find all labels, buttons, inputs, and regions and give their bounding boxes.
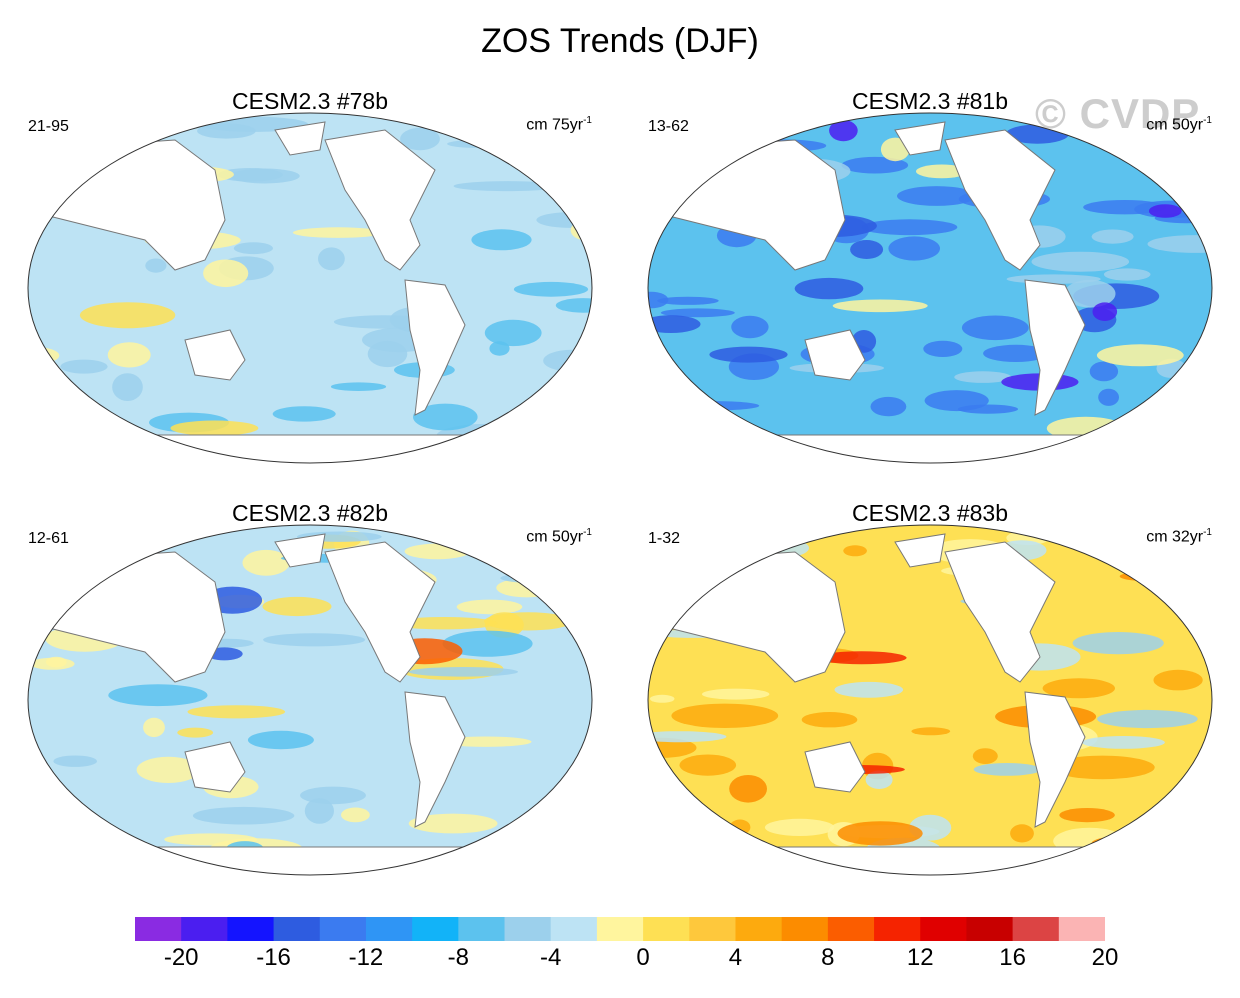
colorbar-tick-label: -16 xyxy=(256,944,291,971)
colorbar-swatch xyxy=(827,917,875,941)
watermark: © CVDP xyxy=(1035,90,1201,137)
colorbar-labels: -20 -16 -12 -8 -4 0 4 8 12 16 20 xyxy=(135,944,1119,974)
panel-units: cm 50yr-1 xyxy=(1146,115,1212,134)
panel-year-range: 13-62 xyxy=(648,118,689,135)
colorbar-tick-label: 12 xyxy=(906,944,934,971)
colorbar-tick-label: -4 xyxy=(540,944,562,971)
colorbar-swatch xyxy=(781,917,829,941)
colorbar-swatch xyxy=(966,917,1014,941)
colorbar-tick-label: -8 xyxy=(447,944,469,971)
colorbar-swatch xyxy=(1012,917,1060,941)
panel-units: cm 50yr-1 xyxy=(526,527,592,546)
panel-title: CESM2.3 #83b xyxy=(852,500,1008,526)
colorbar-tick-label: 8 xyxy=(821,944,835,971)
colorbar-swatch xyxy=(365,917,413,941)
colorbar-tick-label: -20 xyxy=(163,944,199,971)
colorbar-swatch xyxy=(135,917,182,941)
colorbar-swatch xyxy=(689,917,736,941)
colorbar-tick-label: 0 xyxy=(636,944,650,971)
panel-units: cm 32yr-1 xyxy=(1146,527,1212,546)
panel-units: cm 75yr-1 xyxy=(526,115,592,134)
panel-title: CESM2.3 #81b xyxy=(852,88,1008,114)
colorbar-swatch xyxy=(596,917,644,941)
colorbar-swatch xyxy=(273,917,321,941)
colorbar-swatch xyxy=(735,917,783,941)
map-panel: CESM2.3 #82b 12-61 cm 50yr-1 xyxy=(10,500,610,900)
colorbar-swatch xyxy=(458,917,506,941)
colorbar-swatch xyxy=(643,917,690,941)
colorbar-tick-label: 16 xyxy=(999,944,1026,971)
world-map xyxy=(27,112,593,464)
panel-title: CESM2.3 #78b xyxy=(232,88,388,114)
colorbar-tick-label: -12 xyxy=(348,944,384,971)
colorbar-swatch xyxy=(227,917,275,941)
world-map xyxy=(647,524,1213,876)
colorbar xyxy=(135,917,1105,941)
colorbar-swatch xyxy=(412,917,459,941)
colorbar-swatch xyxy=(874,917,921,941)
panel-year-range: 21-95 xyxy=(28,118,69,135)
colorbar-swatch xyxy=(550,917,598,941)
map-panel: CESM2.3 #81b 13-62 cm 50yr-1 xyxy=(630,88,1230,488)
colorbar-swatch xyxy=(319,917,367,941)
panel-year-range: 1-32 xyxy=(648,530,681,547)
map-panel: CESM2.3 #78b 21-95 cm 75yr-1 xyxy=(10,88,610,488)
world-map xyxy=(27,524,593,876)
panel-title: CESM2.3 #82b xyxy=(232,500,388,526)
colorbar-swatch xyxy=(920,917,967,941)
figure-title: ZOS Trends (DJF) xyxy=(481,22,759,60)
world-map xyxy=(647,112,1213,464)
colorbar-swatch xyxy=(1058,917,1105,941)
colorbar-tick-label: 4 xyxy=(728,944,743,971)
panel-year-range: 12-61 xyxy=(28,530,69,547)
colorbar-swatch xyxy=(181,917,228,941)
map-panel: CESM2.3 #83b 1-32 cm 32yr-1 xyxy=(630,500,1230,900)
colorbar-swatch xyxy=(504,917,552,941)
colorbar-tick-label: 20 xyxy=(1091,944,1119,971)
